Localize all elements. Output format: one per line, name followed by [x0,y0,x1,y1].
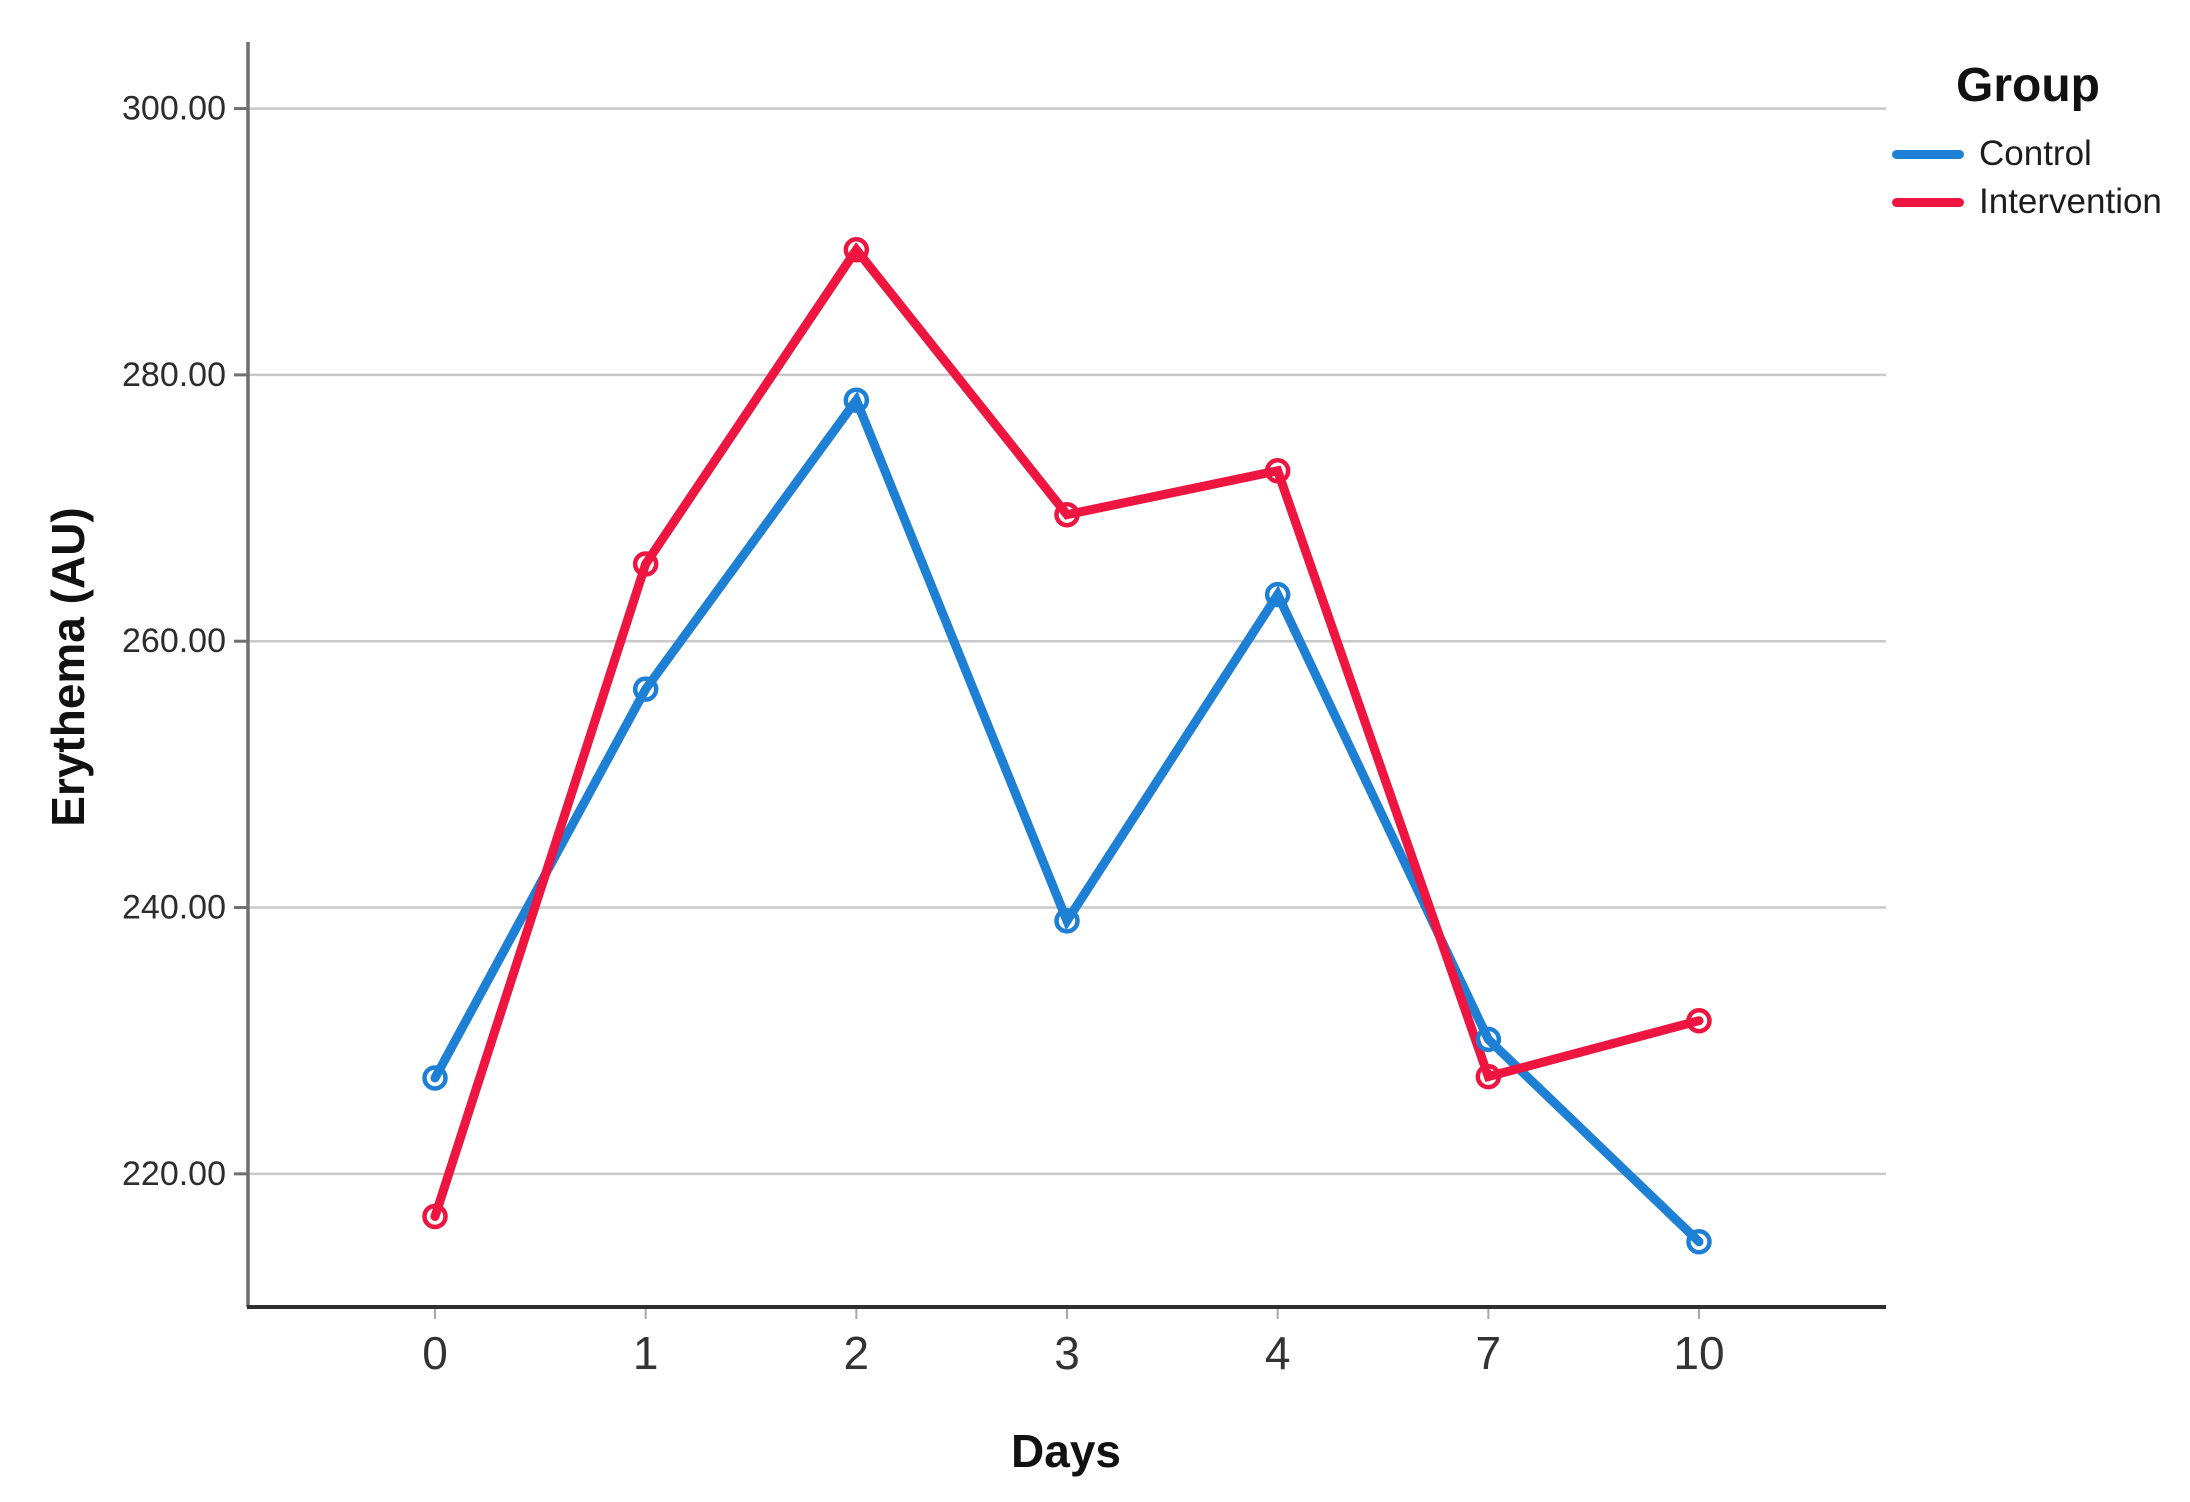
intervention-swatch-icon [1892,197,1964,207]
control-marker [843,387,870,413]
y-tick-label: 260.00 [122,622,226,660]
intervention-marker [1264,458,1291,484]
x-axis-title-row: Days [0,1424,2134,1478]
intervention-marker [843,236,870,263]
legend-title: Group [1956,59,2100,112]
legend-entry-intervention: Intervention [1892,178,2182,226]
x-tick-label: 7 [1476,1327,1502,1379]
intervention-marker [632,551,659,577]
control-marker [1686,1229,1712,1255]
intervention-marker [1054,501,1080,528]
legend-entries: Control Intervention [1892,130,2182,226]
x-tick-label: 4 [1265,1327,1291,1379]
legend-label: Intervention [1979,182,2162,221]
intervention-marker [1475,1063,1502,1090]
control-marker [422,1065,448,1091]
x-tick-label: 2 [844,1327,870,1379]
control-marker [632,676,659,702]
intervention-line [430,242,1704,1221]
y-tick-label: 300.00 [122,90,226,128]
control-line [430,391,1704,1247]
x-tick-label: 10 [1673,1327,1724,1379]
control-marker [1475,1026,1502,1053]
legend: Group Control Intervention [1892,56,2182,226]
y-tick-label: 280.00 [122,356,226,394]
x-tick-label: 1 [633,1327,659,1379]
x-axis-title: Days [1011,1425,1121,1477]
control-swatch-icon [1892,149,1964,159]
y-tick-label: 240.00 [122,889,226,927]
x-tick-label: 3 [1054,1327,1080,1379]
control-marker [1264,581,1291,608]
y-axis-title: Erythema (AU) [42,507,94,827]
control-marker [1054,908,1080,934]
x-tick-label: 0 [422,1327,448,1379]
legend-entry-control: Control [1892,130,2182,178]
legend-label: Control [1979,134,2092,173]
y-tick-label: 220.00 [122,1155,226,1193]
intervention-marker [1686,1007,1712,1034]
intervention-marker [422,1203,448,1230]
